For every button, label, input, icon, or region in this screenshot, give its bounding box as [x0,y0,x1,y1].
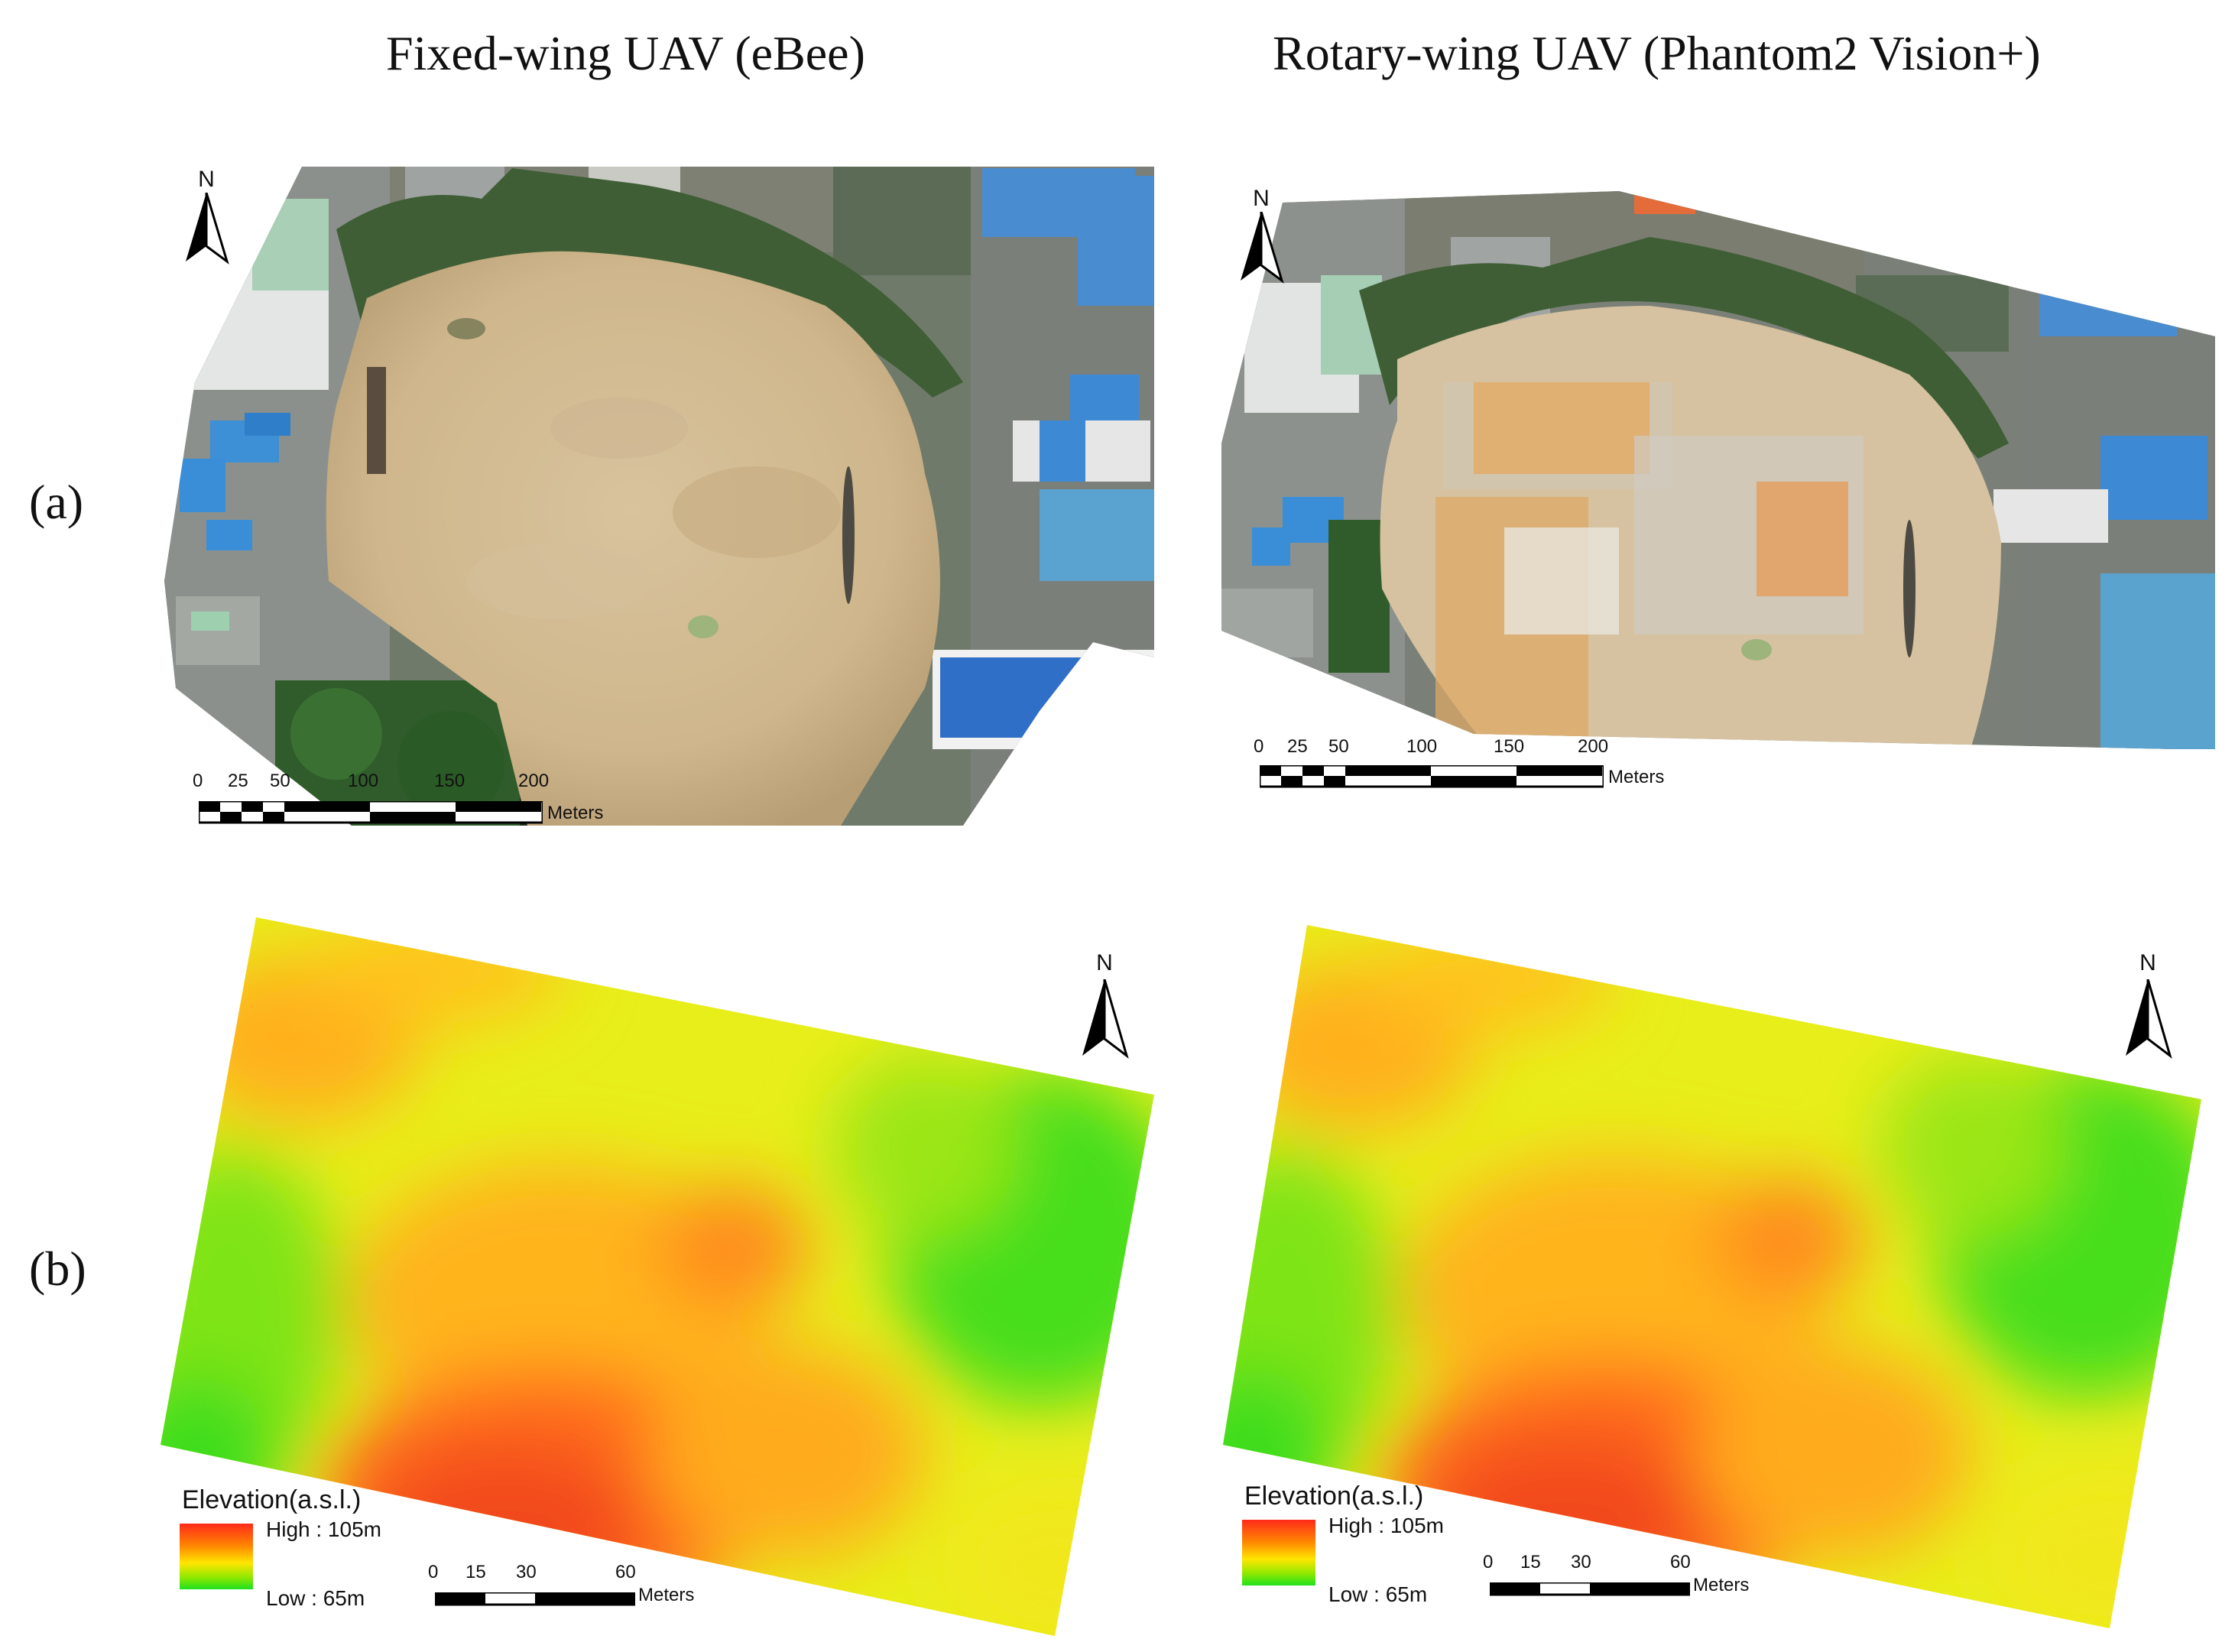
scale-bar-graphic [435,1592,635,1606]
scale-tick-0: 0 [1483,1552,1494,1572]
scale-tick-0: 0 [193,771,203,791]
north-arrow-icon [1241,212,1284,284]
scale-tick-150: 150 [1494,736,1525,757]
scale-tick-50: 50 [270,771,290,791]
orthomosaic-rotary-wing-image [1221,191,2215,749]
scale-bar-a-right: 0 25 50 100 150 200 Meters [1252,738,1711,791]
elevation-legend-left: Elevation(a.s.l.) High : 105m Low : 65m [176,1487,451,1624]
legend-color-ramp [180,1524,253,1589]
legend-low: Low : 65m [1328,1582,1428,1606]
scale-unit: Meters [1693,1575,1750,1595]
north-arrow-b-right: N [2121,952,2175,1066]
orthomosaic-fixed-wing [161,153,1177,826]
scale-tick-60: 60 [615,1562,636,1582]
dem-fixed-wing-image [161,917,1154,1636]
row-label-a: (a) [29,475,84,529]
north-arrow-a-right: N [1234,187,1288,287]
scale-tick-0: 0 [428,1562,439,1582]
scale-tick-100: 100 [1406,736,1438,757]
scale-bar-b-left: 0 15 30 60 Meters [424,1563,745,1617]
scale-bar-b-right: 0 15 30 60 Meters [1479,1553,1800,1607]
north-arrow-label: N [1253,186,1270,211]
orthomosaic-rotary-wing [1221,191,2223,757]
scale-bar-graphic [199,801,543,824]
scale-tick-25: 25 [228,771,248,791]
north-arrow-a-left: N [180,168,233,268]
scale-bar-graphic [1260,765,1604,788]
north-arrow-icon [186,193,229,265]
column-title-rotary-wing: Rotary-wing UAV (Phantom2 Vision+) [1273,26,2041,80]
north-arrow-label: N [2139,950,2156,975]
scale-unit: Meters [547,803,604,823]
legend-high: High : 105m [1328,1514,1444,1537]
legend-color-ramp [1242,1520,1315,1585]
row-label-b: (b) [29,1241,86,1296]
scale-bar-graphic [1490,1582,1690,1596]
scale-bar-a-left: 0 25 50 100 150 200 Meters [191,772,634,826]
scale-tick-30: 30 [1571,1552,1591,1572]
scale-tick-60: 60 [1670,1552,1691,1572]
scale-tick-150: 150 [434,771,465,791]
north-arrow-label: N [198,167,215,192]
north-arrow-icon [2126,979,2172,1059]
dem-fixed-wing [161,917,1169,1636]
dem-rotary-wing [1223,925,2209,1628]
elevation-legend-right: Elevation(a.s.l.) High : 105m Low : 65m [1238,1483,1513,1621]
scale-tick-0: 0 [1254,736,1264,757]
scale-unit: Meters [1608,767,1665,787]
scale-tick-200: 200 [1578,736,1609,757]
column-title-fixed-wing: Fixed-wing UAV (eBee) [386,26,865,80]
scale-tick-50: 50 [1328,736,1349,757]
scale-tick-100: 100 [348,771,379,791]
scale-tick-15: 15 [465,1562,486,1582]
legend-low: Low : 65m [266,1586,365,1610]
scale-tick-30: 30 [516,1562,537,1582]
dem-rotary-wing-image [1223,925,2201,1628]
legend-title: Elevation(a.s.l.) [182,1485,362,1514]
scale-tick-15: 15 [1520,1552,1541,1572]
orthomosaic-fixed-wing-image [164,167,1154,826]
scale-tick-25: 25 [1287,736,1308,757]
scale-tick-200: 200 [518,771,550,791]
legend-title: Elevation(a.s.l.) [1244,1482,1424,1511]
legend-high: High : 105m [266,1517,381,1541]
north-arrow-label: N [1096,950,1113,975]
north-arrow-b-left: N [1078,952,1131,1066]
scale-unit: Meters [638,1585,695,1605]
north-arrow-icon [1082,979,1129,1059]
